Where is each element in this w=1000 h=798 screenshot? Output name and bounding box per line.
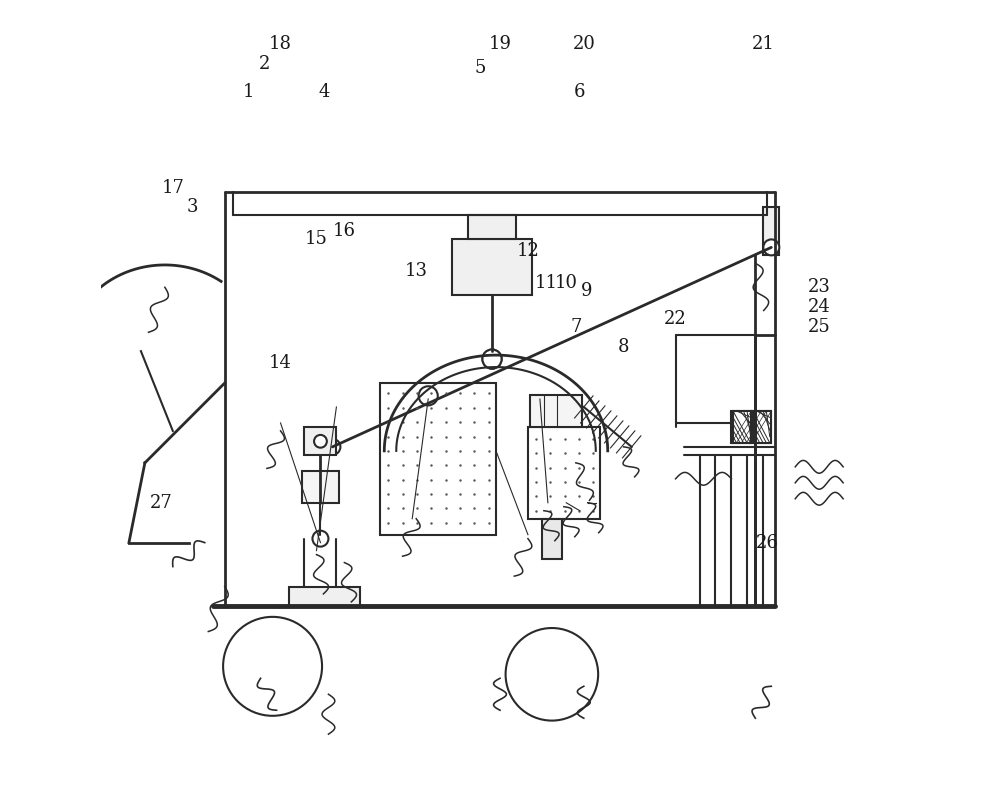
Circle shape [482,350,502,369]
Circle shape [763,239,779,255]
Bar [542,519,562,559]
Circle shape [324,439,340,455]
Text: 2: 2 [259,55,270,73]
Text: 19: 19 [488,35,512,53]
Text: 1: 1 [243,83,254,101]
Circle shape [314,435,327,448]
Text: 8: 8 [618,338,629,356]
Text: 20: 20 [572,35,595,53]
Text: 11: 11 [535,275,558,292]
Circle shape [482,350,502,369]
Bar [452,239,532,295]
Circle shape [312,531,328,547]
Text: 10: 10 [555,275,578,292]
Bar [753,411,771,443]
Text: 17: 17 [161,179,184,196]
Bar [468,215,516,239]
Bar [380,383,496,535]
Text: 7: 7 [570,318,581,336]
Text: 5: 5 [474,59,486,77]
Bar [751,411,771,443]
Text: 18: 18 [269,35,292,53]
Text: 25: 25 [808,318,831,336]
Bar [528,427,600,519]
Bar [530,395,582,427]
Circle shape [419,386,438,405]
Text: 27: 27 [149,494,172,512]
Text: 21: 21 [752,35,775,53]
Bar [763,207,779,255]
Text: 15: 15 [305,231,328,248]
Text: 14: 14 [269,354,292,372]
Text: 24: 24 [808,298,831,316]
Text: 9: 9 [580,282,592,300]
Text: 26: 26 [756,534,779,551]
Bar [302,471,339,503]
Bar [733,411,751,443]
Text: 3: 3 [187,199,199,216]
Text: 23: 23 [808,279,831,296]
Text: 13: 13 [405,263,428,280]
Text: 22: 22 [664,310,687,328]
Bar [304,427,336,455]
Text: 16: 16 [333,223,356,240]
Bar [289,587,360,606]
Bar [731,411,751,443]
Text: 4: 4 [319,83,330,101]
Text: 6: 6 [574,83,586,101]
Text: 12: 12 [516,243,539,260]
